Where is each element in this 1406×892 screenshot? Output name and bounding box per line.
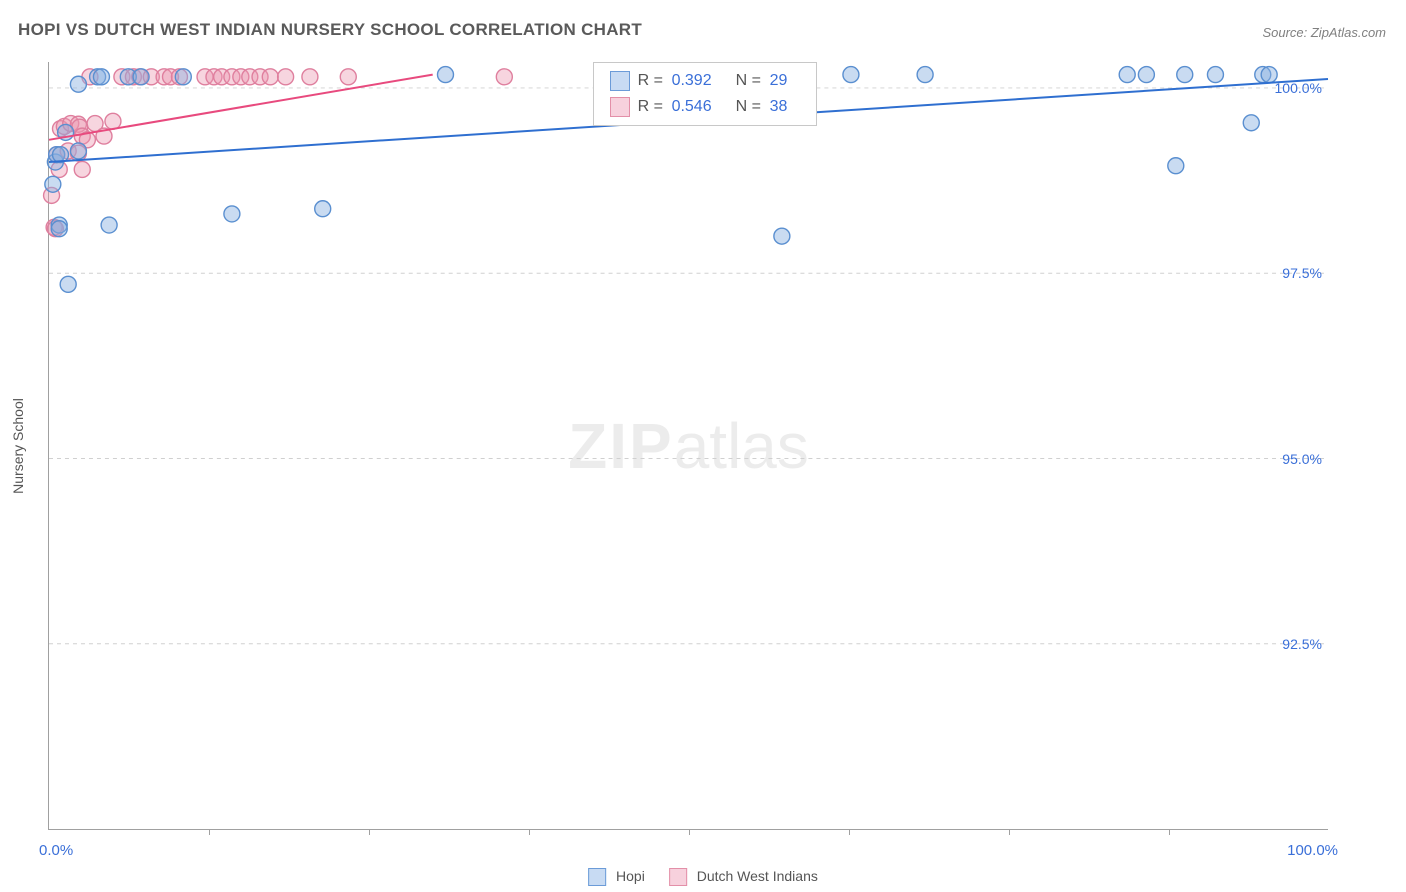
stats-box: R =0.392N =29 R =0.546N =38 bbox=[593, 62, 817, 126]
x-tick bbox=[689, 829, 690, 835]
stats-n-label: N = bbox=[736, 72, 766, 90]
stats-r-label: R = bbox=[638, 98, 668, 116]
plot-area: ZIPatlas 100.0%97.5%95.0%92.5% 0.0% 100.… bbox=[48, 62, 1328, 830]
source-label: Source: ZipAtlas.com bbox=[1262, 25, 1386, 40]
x-axis-min-label: 0.0% bbox=[39, 842, 73, 859]
x-axis-max-label: 100.0% bbox=[1287, 842, 1338, 859]
y-tick-label: 95.0% bbox=[1282, 451, 1322, 467]
legend-swatch-hopi bbox=[588, 868, 606, 886]
stats-r-label: R = bbox=[638, 72, 668, 90]
y-tick-label: 97.5% bbox=[1282, 265, 1322, 281]
x-tick bbox=[1009, 829, 1010, 835]
legend-label-hopi: Hopi bbox=[616, 868, 645, 884]
y-tick-label: 92.5% bbox=[1282, 636, 1322, 652]
stats-r-value: 0.546 bbox=[672, 98, 732, 116]
bottom-legend: Hopi Dutch West Indians bbox=[588, 868, 818, 886]
x-tick bbox=[209, 829, 210, 835]
stats-n-value: 29 bbox=[770, 72, 800, 90]
stats-swatch bbox=[610, 71, 630, 91]
legend-item-hopi: Hopi bbox=[588, 868, 645, 886]
stats-r-value: 0.392 bbox=[672, 72, 732, 90]
y-axis-title: Nursery School bbox=[10, 398, 26, 494]
x-tick bbox=[1169, 829, 1170, 835]
legend-swatch-dwi bbox=[669, 868, 687, 886]
legend-label-dwi: Dutch West Indians bbox=[697, 868, 818, 884]
chart-title: HOPI VS DUTCH WEST INDIAN NURSERY SCHOOL… bbox=[18, 20, 642, 40]
x-tick bbox=[849, 829, 850, 835]
legend-item-dwi: Dutch West Indians bbox=[669, 868, 818, 886]
stats-n-value: 38 bbox=[770, 98, 800, 116]
chart-svg bbox=[49, 62, 1328, 829]
x-tick bbox=[369, 829, 370, 835]
stats-swatch bbox=[610, 97, 630, 117]
x-tick bbox=[529, 829, 530, 835]
stats-n-label: N = bbox=[736, 98, 766, 116]
y-tick-label: 100.0% bbox=[1275, 80, 1322, 96]
